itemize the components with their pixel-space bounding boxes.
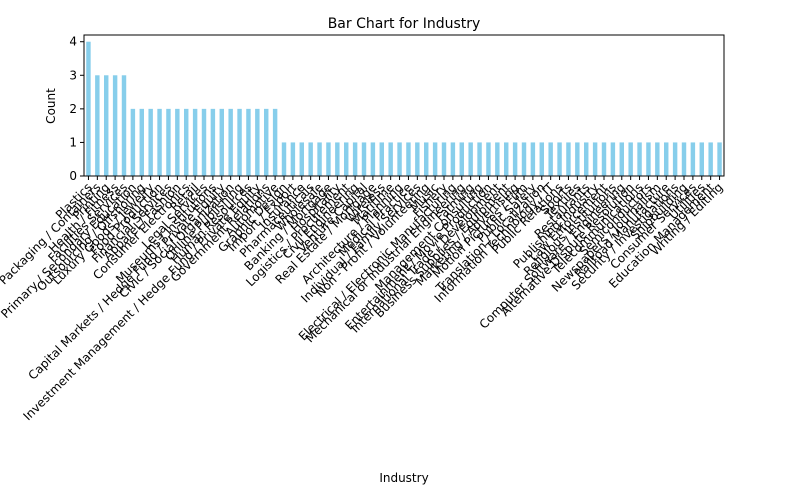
bar xyxy=(317,142,322,176)
bar xyxy=(575,142,580,176)
bar xyxy=(655,142,660,176)
bar xyxy=(450,142,456,176)
bar xyxy=(299,142,304,176)
bar xyxy=(139,108,144,176)
y-tick-label: 3 xyxy=(69,68,77,82)
bar xyxy=(237,108,242,176)
bar xyxy=(717,142,722,176)
bar xyxy=(539,142,544,176)
bar xyxy=(130,108,136,176)
bar xyxy=(530,142,536,176)
bar xyxy=(281,142,287,176)
bar xyxy=(166,108,171,176)
bar xyxy=(548,142,553,176)
bar xyxy=(459,142,464,176)
bar xyxy=(264,108,269,176)
bar xyxy=(370,142,376,176)
bar xyxy=(619,142,624,176)
bar xyxy=(441,142,447,176)
chart-title: Bar Chart for Industry xyxy=(328,16,481,32)
bar xyxy=(637,142,642,176)
bar xyxy=(290,142,296,176)
bar xyxy=(708,142,713,176)
bar xyxy=(95,75,100,176)
bar xyxy=(175,108,180,176)
bar xyxy=(192,108,198,176)
bar xyxy=(504,142,509,176)
bar xyxy=(112,75,118,176)
bar xyxy=(361,142,367,176)
bar xyxy=(486,142,491,176)
bar xyxy=(512,142,518,176)
bar xyxy=(379,142,384,176)
bar xyxy=(184,108,189,176)
bar xyxy=(521,142,527,176)
bar xyxy=(566,142,571,176)
y-tick-label: 0 xyxy=(69,169,77,183)
bar xyxy=(86,41,91,176)
bar xyxy=(344,142,349,176)
bar xyxy=(477,142,482,176)
bar xyxy=(495,142,500,176)
bar xyxy=(326,142,331,176)
bar xyxy=(352,142,358,176)
bar xyxy=(388,142,393,176)
bar xyxy=(699,142,704,176)
bar xyxy=(672,142,678,176)
bar xyxy=(681,142,687,176)
bar xyxy=(601,142,607,176)
bar xyxy=(335,142,340,176)
bar xyxy=(646,142,651,176)
bar xyxy=(690,142,696,176)
bar xyxy=(406,142,411,176)
bar xyxy=(424,142,429,176)
bar xyxy=(219,108,224,176)
bar xyxy=(148,108,153,176)
bar xyxy=(104,75,109,176)
bar xyxy=(272,108,278,176)
y-tick-label: 2 xyxy=(69,102,77,116)
y-tick-label: 1 xyxy=(69,135,77,149)
x-axis-label: Industry xyxy=(379,471,428,485)
bar xyxy=(210,108,216,176)
bar xyxy=(121,75,127,176)
bar xyxy=(308,142,313,176)
bar xyxy=(592,142,598,176)
bar xyxy=(397,142,402,176)
bar xyxy=(201,108,207,176)
bar xyxy=(610,142,616,176)
bar xyxy=(415,142,420,176)
bar xyxy=(246,108,251,176)
bar xyxy=(157,108,162,176)
bar xyxy=(468,142,473,176)
bar xyxy=(432,142,438,176)
bar xyxy=(628,142,633,176)
bar xyxy=(255,108,260,176)
bar xyxy=(584,142,589,176)
y-tick-label: 4 xyxy=(69,35,77,49)
bar xyxy=(228,108,233,176)
y-axis-label: Count xyxy=(44,88,58,124)
plot-frame xyxy=(83,34,725,177)
bar xyxy=(557,142,562,176)
bar xyxy=(664,142,669,176)
